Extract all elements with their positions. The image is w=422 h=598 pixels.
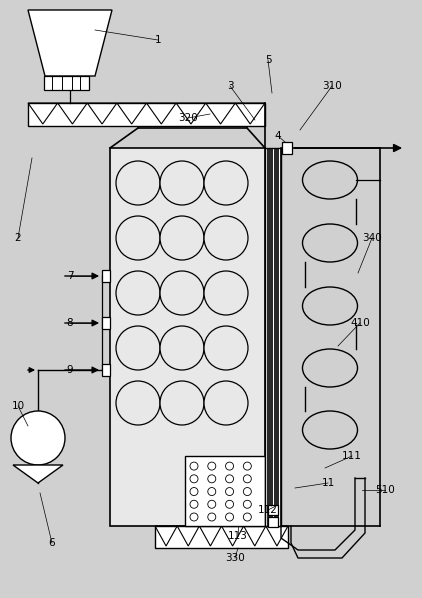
Circle shape <box>160 161 204 205</box>
Circle shape <box>190 513 198 521</box>
Polygon shape <box>28 10 112 76</box>
Circle shape <box>160 216 204 260</box>
Circle shape <box>11 411 65 465</box>
Circle shape <box>160 326 204 370</box>
Text: 410: 410 <box>350 318 370 328</box>
Text: 340: 340 <box>362 233 382 243</box>
Text: 6: 6 <box>49 538 55 548</box>
Circle shape <box>225 513 233 521</box>
Text: 11: 11 <box>322 478 335 488</box>
Text: 5: 5 <box>265 55 271 65</box>
Circle shape <box>190 462 198 470</box>
Circle shape <box>208 475 216 483</box>
Text: 111: 111 <box>342 451 362 461</box>
Bar <box>102 317 110 329</box>
Circle shape <box>116 326 160 370</box>
Bar <box>185 456 265 526</box>
Circle shape <box>160 381 204 425</box>
Text: 320: 320 <box>178 113 198 123</box>
Text: 7: 7 <box>67 271 73 281</box>
Bar <box>102 364 110 376</box>
Circle shape <box>160 271 204 315</box>
Circle shape <box>243 462 252 470</box>
Text: 4: 4 <box>275 131 281 141</box>
Circle shape <box>190 501 198 508</box>
Circle shape <box>243 513 252 521</box>
Bar <box>28 103 265 126</box>
Circle shape <box>204 216 248 260</box>
Text: 112: 112 <box>258 505 278 515</box>
Text: 8: 8 <box>67 318 73 328</box>
Circle shape <box>243 475 252 483</box>
Circle shape <box>190 475 198 483</box>
Circle shape <box>116 271 160 315</box>
Circle shape <box>204 381 248 425</box>
Circle shape <box>208 462 216 470</box>
Bar <box>282 142 292 154</box>
Bar <box>265 148 281 526</box>
Text: 113: 113 <box>228 531 248 541</box>
Circle shape <box>243 487 252 496</box>
Text: 2: 2 <box>15 233 22 243</box>
Circle shape <box>116 161 160 205</box>
Circle shape <box>225 462 233 470</box>
Circle shape <box>208 513 216 521</box>
Text: 10: 10 <box>11 401 24 411</box>
Circle shape <box>225 501 233 508</box>
Bar <box>44 76 89 90</box>
Circle shape <box>225 487 233 496</box>
Circle shape <box>225 475 233 483</box>
Circle shape <box>208 487 216 496</box>
Circle shape <box>116 381 160 425</box>
Bar <box>155 526 288 548</box>
Text: 510: 510 <box>375 485 395 495</box>
Circle shape <box>208 501 216 508</box>
Bar <box>268 517 278 527</box>
Text: 330: 330 <box>225 553 245 563</box>
Text: 9: 9 <box>67 365 73 375</box>
Polygon shape <box>13 465 63 483</box>
Circle shape <box>204 326 248 370</box>
Bar <box>268 505 278 515</box>
Circle shape <box>204 271 248 315</box>
Circle shape <box>116 216 160 260</box>
Text: 3: 3 <box>227 81 233 91</box>
Circle shape <box>243 501 252 508</box>
Text: 310: 310 <box>322 81 342 91</box>
Circle shape <box>190 487 198 496</box>
Bar <box>110 148 265 526</box>
Bar <box>102 270 110 282</box>
Circle shape <box>204 161 248 205</box>
Text: 1: 1 <box>155 35 161 45</box>
